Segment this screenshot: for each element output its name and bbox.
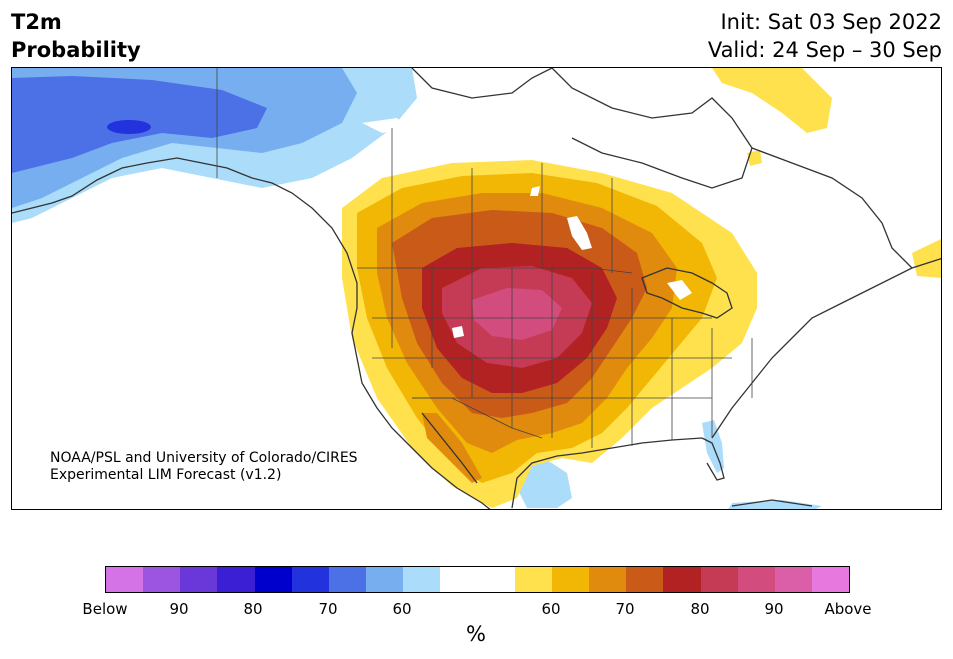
pacific-coast — [351, 307, 491, 509]
colorbar-tick-label: 90 — [764, 600, 784, 618]
mask-utah-lake — [452, 326, 464, 338]
arctic-coast — [411, 68, 553, 99]
prob-above-60-baja — [422, 413, 482, 483]
credit-text: NOAA/PSL and University of Colorado/CIRE… — [50, 450, 358, 484]
great-lakes — [641, 267, 733, 319]
prob-above-60-north-quebec — [712, 68, 832, 133]
prob-below-60-caribbean — [728, 500, 822, 509]
colorbar-tick-label: 60 — [392, 600, 412, 618]
colorbar-segment — [811, 567, 850, 592]
mask-lake-huron — [667, 280, 692, 300]
colorbar-tick-label: 60 — [541, 600, 561, 618]
colorbar-tick-label: 70 — [615, 600, 635, 618]
colorbar-segment — [403, 567, 441, 592]
colorbar-segment — [106, 567, 144, 592]
mask-lake-winnipeg — [567, 216, 592, 250]
colorbar-segment — [291, 567, 329, 592]
coastlines — [12, 68, 941, 509]
colorbar-segment — [663, 567, 701, 592]
colorbar-segment — [440, 567, 478, 592]
prob-above-60-labrador-spot — [747, 150, 762, 166]
quebec-coast — [751, 147, 913, 269]
map-svg — [12, 68, 941, 509]
cold-anomaly-region — [12, 68, 822, 509]
colorbar-segment — [217, 567, 255, 592]
atlantic-coast — [711, 257, 941, 439]
mask-small-lake — [530, 186, 540, 196]
colorbar-segment — [180, 567, 218, 592]
subtitle-label: Probability — [11, 38, 141, 62]
credit-line-2: Experimental LIM Forecast (v1.2) — [50, 467, 282, 483]
valid-range: Valid: 24 Sep – 30 Sep — [707, 38, 942, 62]
colorbar-tick-label: 80 — [243, 600, 263, 618]
credit-line-1: NOAA/PSL and University of Colorado/CIRE… — [50, 450, 358, 466]
borders — [216, 68, 753, 448]
alaska-coast — [12, 157, 358, 308]
variable-label: T2m — [11, 10, 62, 34]
colorbar-segment — [254, 567, 292, 592]
colorbar-unit: % — [466, 622, 486, 646]
colorbar-tick-label: Above — [824, 600, 872, 618]
colorbar-segment — [143, 567, 181, 592]
province-borders — [391, 128, 613, 273]
us-canada-border — [357, 267, 633, 274]
colorbar-segment — [514, 567, 552, 592]
hudson-bay-coast — [551, 68, 753, 189]
prob-below-90-area — [107, 120, 151, 134]
prob-below-60-gulf — [517, 460, 572, 508]
forecast-dates: Init: Sat 03 Sep 2022 Valid: 24 Sep – 30… — [708, 8, 942, 64]
white-masks — [452, 186, 692, 338]
colorbar-segment — [700, 567, 738, 592]
florida-coast — [701, 437, 725, 481]
colorbar-tick-label: Below — [82, 600, 128, 618]
gulf-coast — [511, 437, 703, 509]
colorbar-segment — [774, 567, 812, 592]
colorbar-tick-label: 90 — [169, 600, 189, 618]
probability-map: NOAA/PSL and University of Colorado/CIRE… — [11, 67, 942, 510]
prob-above-60-newfoundland — [912, 238, 941, 278]
colorbar-segment — [589, 567, 627, 592]
map-title: T2m Probability — [11, 8, 141, 64]
colorbar-tick-label: 80 — [690, 600, 710, 618]
colorbar-segment — [477, 567, 515, 592]
state-borders-east — [372, 317, 753, 438]
cuba-coast — [731, 499, 813, 507]
colorbar-segment — [551, 567, 590, 592]
warm-anomaly-region — [342, 68, 941, 508]
colorbar-segment — [626, 567, 664, 592]
colorbar-segment — [328, 567, 367, 592]
colorbar-segment — [737, 567, 775, 592]
init-date: Init: Sat 03 Sep 2022 — [720, 10, 942, 34]
baja-coast — [421, 412, 478, 484]
colorbar — [105, 566, 850, 593]
state-borders-central — [591, 273, 673, 448]
prob-above-90-area — [472, 288, 562, 340]
colorbar-segment — [366, 567, 404, 592]
prob-below-60-bay — [362, 118, 407, 133]
colorbar-tick-label: 70 — [318, 600, 338, 618]
